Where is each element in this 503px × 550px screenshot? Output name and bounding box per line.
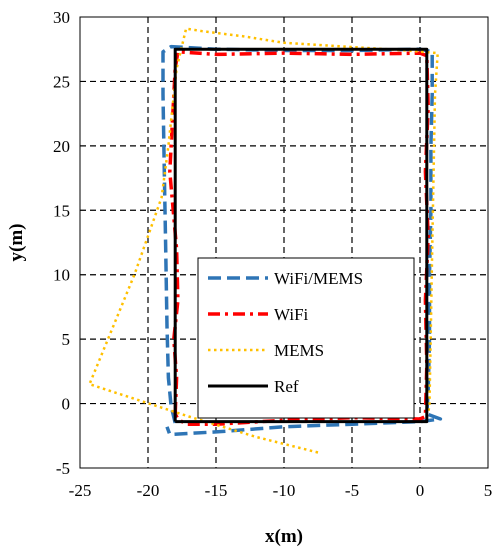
y-tick-label: 30 <box>53 8 70 27</box>
series-line-mems <box>88 27 439 454</box>
y-tick-label: -5 <box>56 459 70 478</box>
x-tick-label: -5 <box>345 481 359 500</box>
y-tick-label: 5 <box>62 330 71 349</box>
x-tick-label: -15 <box>205 481 228 500</box>
y-tick-label: 0 <box>62 395 71 414</box>
y-axis-label: y(m) <box>6 224 27 262</box>
legend-label: WiFi <box>274 305 309 324</box>
y-tick-label: 15 <box>53 201 70 220</box>
series-line-wifi <box>168 50 430 426</box>
legend-label: WiFi/MEMS <box>274 269 363 288</box>
legend: WiFi/MEMS WiFi MEMS Ref <box>197 257 415 419</box>
x-tick-label: -25 <box>69 481 92 500</box>
x-tick-label: -10 <box>273 481 296 500</box>
x-tick-label: -20 <box>137 481 160 500</box>
plot-frame <box>79 16 489 469</box>
x-tick-label: 0 <box>416 481 425 500</box>
tick-labels: -25 -20 -15 -10 -5 0 5 -5 0 5 10 15 20 25 30 <box>53 8 492 500</box>
y-tick-label: 20 <box>53 137 70 156</box>
x-tick-label: 5 <box>484 481 493 500</box>
series-layer <box>88 27 443 454</box>
series-line-ref <box>173 47 429 424</box>
legend-box <box>197 257 415 419</box>
y-tick-label: 25 <box>53 72 70 91</box>
legend-items: WiFi/MEMS WiFi MEMS Ref <box>208 269 363 396</box>
x-axis-label: x(m) <box>265 526 303 547</box>
legend-label: MEMS <box>274 341 324 360</box>
y-tick-label: 10 <box>53 266 70 285</box>
legend-label: Ref <box>274 377 299 396</box>
